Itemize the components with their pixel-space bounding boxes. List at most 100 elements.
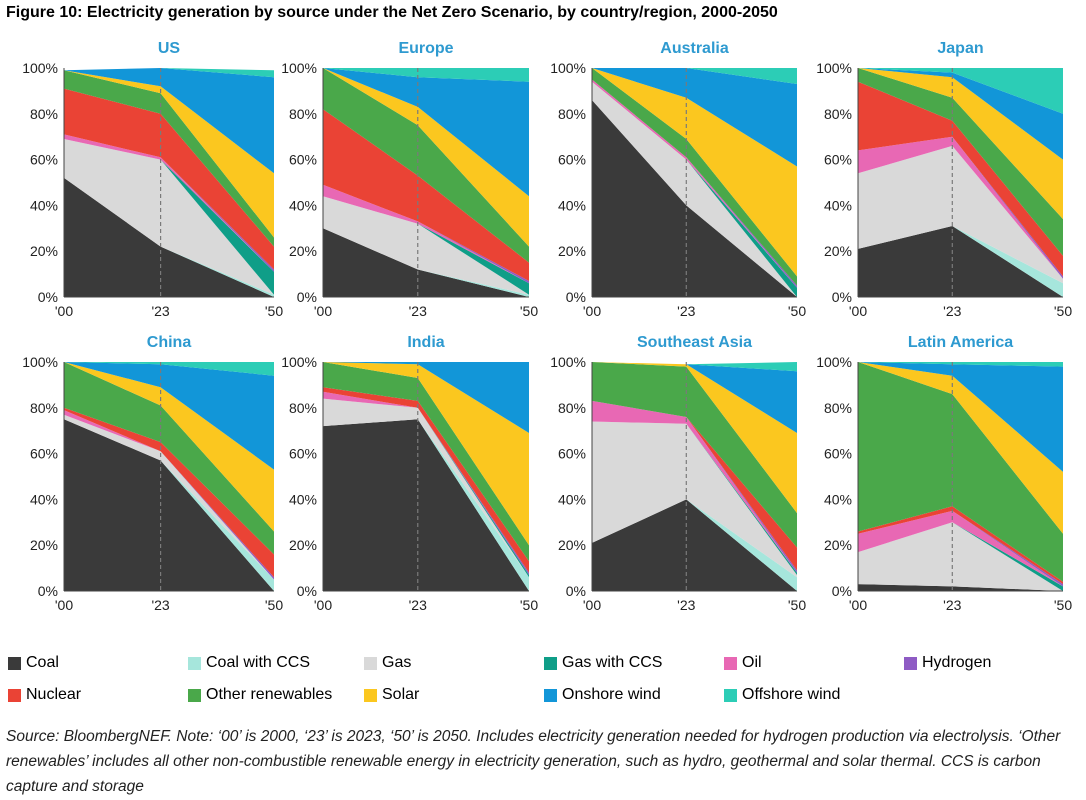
y-tick-label: 100% <box>816 354 852 370</box>
area-offshore-wind <box>858 362 1063 367</box>
legend-swatch <box>364 656 377 670</box>
y-tick-label: 0% <box>297 583 317 599</box>
area-coal <box>64 419 274 591</box>
y-tick-label: 60% <box>824 446 852 462</box>
x-tick-label: '50 <box>265 597 283 613</box>
y-tick-label: 100% <box>22 60 58 76</box>
y-tick-label: 40% <box>289 197 317 213</box>
legend-swatch <box>544 656 557 670</box>
panel-title: Japan <box>937 40 983 57</box>
area-other-renewables <box>592 362 797 548</box>
y-tick-label: 0% <box>566 583 586 599</box>
panel-latin-america: Latin America 0% 20% 40% 60% 80% 100% '00 '23 '50 <box>816 334 1072 613</box>
area-coal-with-ccs <box>323 228 529 297</box>
panel-title: US <box>158 40 181 57</box>
area-solar <box>64 362 274 532</box>
legend-label: Nuclear <box>26 686 82 703</box>
area-solar <box>858 68 1063 220</box>
x-tick-label: '00 <box>314 597 332 613</box>
panel-japan: Japan 0% 20% 40% 60% 80% 100% '00 '23 '50 <box>816 40 1072 319</box>
area-oil <box>858 510 1063 587</box>
area-onshore-wind <box>858 68 1063 160</box>
area-offshore-wind <box>64 68 274 78</box>
area-offshore-wind <box>323 68 529 82</box>
panel-title: Europe <box>398 40 453 57</box>
y-tick-label: 0% <box>832 289 852 305</box>
legend-swatch <box>8 656 21 670</box>
y-tick-label: 40% <box>289 491 317 507</box>
x-tick-label: '23 <box>409 303 427 319</box>
area-gas <box>323 196 529 295</box>
x-tick-label: '50 <box>1054 597 1072 613</box>
y-tick-label: 100% <box>550 354 586 370</box>
area-other-renewables <box>858 362 1063 582</box>
panel-title: Southeast Asia <box>637 334 752 351</box>
x-tick-label: '23 <box>943 303 961 319</box>
area-solar <box>592 362 797 514</box>
area-nuclear <box>858 81 1063 277</box>
area-onshore-wind <box>592 68 797 167</box>
area-other-renewables <box>592 68 797 286</box>
legend-label: Coal <box>26 654 59 671</box>
area-other-renewables <box>64 70 274 247</box>
legend-label: Oil <box>742 654 762 671</box>
area-oil <box>592 400 797 573</box>
panel-us: US 0% 20% 40% 60% 80% 100% '00 '23 '50 <box>22 40 283 319</box>
y-tick-label: 60% <box>30 152 58 168</box>
panel-europe: Europe 0% 20% 40% 60% 80% 100% '00 '23 '50 <box>281 40 538 319</box>
area-solar <box>64 70 274 238</box>
x-tick-label: '23 <box>151 597 169 613</box>
y-tick-label: 60% <box>558 152 586 168</box>
x-tick-label: '00 <box>583 597 601 613</box>
area-oil <box>323 184 529 284</box>
area-gas <box>323 398 529 578</box>
y-tick-label: 40% <box>824 197 852 213</box>
x-tick-label: '50 <box>788 597 806 613</box>
area-offshore-wind <box>858 68 1063 114</box>
y-tick-label: 40% <box>30 491 58 507</box>
y-tick-label: 0% <box>38 583 58 599</box>
area-offshore-wind <box>64 362 274 376</box>
y-tick-label: 20% <box>824 537 852 553</box>
panel-southeast-asia: Southeast Asia 0% 20% 40% 60% 80% 100% '00 '23 '5… <box>550 334 806 613</box>
legend-swatch <box>724 688 737 702</box>
legend-swatch <box>724 656 737 670</box>
y-tick-label: 40% <box>30 197 58 213</box>
area-coal <box>323 419 529 591</box>
figure-title: Figure 10: Electricity generation by sou… <box>6 4 778 21</box>
x-tick-label: '23 <box>677 597 695 613</box>
area-offshore-wind <box>592 362 797 372</box>
legend-swatch <box>544 688 557 702</box>
x-tick-label: '50 <box>1054 303 1072 319</box>
area-other-renewables <box>858 68 1063 256</box>
y-tick-label: 20% <box>558 243 586 259</box>
legend-item: Oil <box>724 652 762 674</box>
panel-australia: Australia 0% 20% 40% 60% 80% 100% '00 '23 '50 <box>550 40 806 319</box>
legend-item: Solar <box>364 684 419 706</box>
legend-swatch <box>364 688 377 702</box>
legend-item: Onshore wind <box>544 684 661 706</box>
y-tick-label: 0% <box>297 289 317 305</box>
legend-item: Hydrogen <box>904 652 991 674</box>
y-tick-label: 80% <box>289 400 317 416</box>
x-tick-label: '00 <box>314 303 332 319</box>
legend-item: Nuclear <box>8 684 81 706</box>
y-tick-label: 40% <box>558 491 586 507</box>
area-onshore-wind <box>592 362 797 433</box>
area-other-renewables <box>323 68 529 263</box>
legend-item: Coal <box>8 652 59 674</box>
y-tick-label: 20% <box>289 537 317 553</box>
legend-label: Other renewables <box>206 686 333 703</box>
area-coal <box>858 584 1063 591</box>
y-tick-label: 20% <box>30 243 58 259</box>
area-other-renewables <box>323 362 529 562</box>
area-solar <box>323 362 529 546</box>
area-solar <box>858 362 1063 534</box>
x-tick-label: '00 <box>55 303 73 319</box>
area-gas <box>858 522 1063 591</box>
y-tick-label: 0% <box>832 583 852 599</box>
x-tick-label: '50 <box>788 303 806 319</box>
y-tick-label: 60% <box>289 446 317 462</box>
y-tick-label: 80% <box>824 106 852 122</box>
area-nuclear <box>64 88 274 270</box>
